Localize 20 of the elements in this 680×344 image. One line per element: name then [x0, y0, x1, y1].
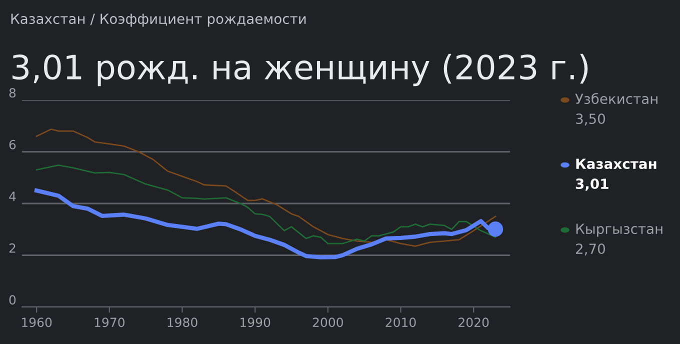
legend-label: Узбекистан	[575, 93, 658, 104]
x-tick-label: 1990	[240, 318, 270, 328]
legend-label: Кыргызстан	[576, 224, 662, 237]
chart-subtitle: Казахстан / Коэффициент рождаемости	[11, 14, 306, 27]
y-tick-label: 2	[9, 243, 16, 253]
x-tick-label: 2020	[458, 318, 489, 328]
x-tick-label: 2010	[386, 318, 416, 328]
y-tick-label: 6	[9, 140, 16, 150]
y-tick-label: 0	[9, 295, 16, 305]
x-tick-label: 1980	[168, 318, 198, 328]
legend-label: Казахстан	[576, 158, 656, 170]
text: 3,50	[576, 114, 605, 126]
chart-title: 3,01 рожд. на женщину (2023 г.)	[12, 54, 588, 86]
x-tick-label: 1970	[94, 318, 124, 328]
text: 2,70	[576, 244, 605, 256]
text: 3,01	[576, 178, 608, 191]
x-tick-label: 1960	[22, 318, 52, 328]
y-tick-label: 4	[9, 192, 16, 201]
y-tick-label: 8	[9, 88, 16, 98]
x-tick-label: 2000	[312, 318, 343, 328]
